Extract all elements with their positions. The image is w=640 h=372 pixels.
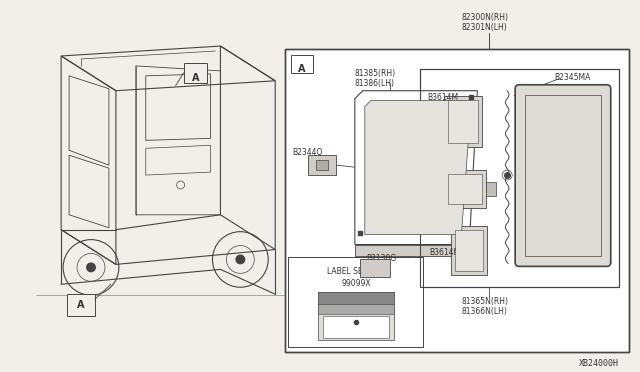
Bar [318, 292, 394, 304]
Bar [360, 259, 390, 277]
Polygon shape [365, 101, 471, 235]
Text: B3614M: B3614M [429, 247, 461, 257]
Text: XB24000H: XB24000H [579, 359, 619, 368]
Bar [285, 49, 628, 352]
Circle shape [86, 262, 96, 272]
Bar [285, 49, 628, 352]
Text: A: A [192, 73, 199, 83]
Bar [449, 100, 478, 143]
Bar [456, 230, 483, 271]
Text: 82300N(RH): 82300N(RH) [461, 13, 508, 22]
Bar [420, 69, 619, 287]
Bar [288, 257, 422, 347]
Circle shape [236, 254, 245, 264]
Bar [444, 96, 483, 147]
Bar [486, 182, 496, 196]
Text: 81385(RH): 81385(RH) [355, 69, 396, 78]
Text: B2130G: B2130G [366, 254, 396, 263]
Text: 81386(LH): 81386(LH) [355, 79, 395, 88]
Text: INFINITI: INFINITI [346, 294, 365, 299]
Bar [444, 170, 486, 208]
Bar [184, 63, 207, 83]
Text: 82301N(LH): 82301N(LH) [461, 23, 507, 32]
Bar [323, 316, 388, 338]
Polygon shape [355, 91, 477, 244]
Text: B2345M: B2345M [424, 170, 456, 179]
FancyBboxPatch shape [515, 85, 611, 266]
Text: B2345MA: B2345MA [554, 73, 590, 82]
Text: 81365N(RH): 81365N(RH) [461, 297, 508, 306]
Text: B2344Q: B2344Q [292, 148, 323, 157]
Bar [318, 304, 394, 314]
Bar [451, 226, 487, 275]
Text: LABEL SEC/991: LABEL SEC/991 [327, 267, 385, 276]
Text: B3614M: B3614M [428, 93, 459, 102]
Bar [316, 160, 328, 170]
Bar [449, 174, 483, 204]
Text: 99099X: 99099X [341, 279, 371, 288]
Bar [318, 292, 394, 340]
Text: A: A [298, 64, 306, 74]
Bar [525, 95, 601, 256]
Bar [67, 294, 95, 316]
Bar [420, 69, 619, 287]
Polygon shape [355, 244, 469, 256]
Bar [308, 155, 336, 175]
Bar [291, 55, 313, 73]
Text: 81366N(LH): 81366N(LH) [461, 307, 508, 316]
Text: A: A [77, 300, 84, 310]
